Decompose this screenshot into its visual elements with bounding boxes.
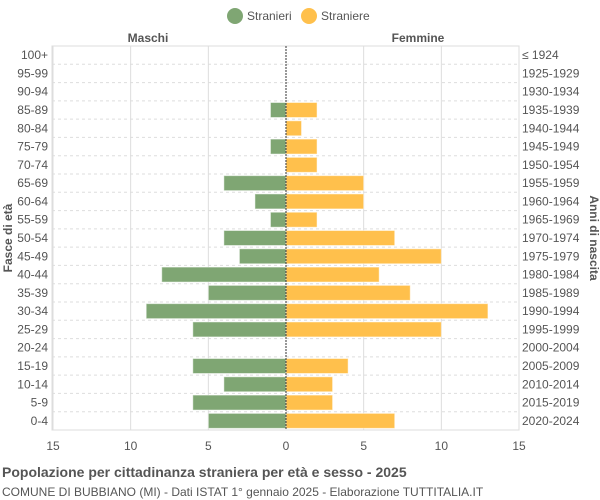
birth-year-label: 1935-1939: [522, 103, 580, 117]
x-tick-label: 10: [435, 439, 449, 453]
birth-year-label: 1995-1999: [522, 322, 580, 336]
age-group-label: 85-89: [17, 103, 48, 117]
bar-female-25-29: [285, 321, 442, 338]
legend-label-stranieri: Stranieri: [247, 9, 292, 23]
age-group-label: 50-54: [17, 231, 48, 245]
bar-female-50-54: [285, 230, 396, 246]
age-group-label: 25-29: [17, 322, 48, 336]
age-group-label: 70-74: [17, 158, 48, 172]
bar-male-0-4: [207, 412, 287, 429]
birth-year-label: 1965-1969: [522, 213, 580, 227]
age-group-label: 20-24: [17, 341, 48, 355]
birth-year-label: 2020-2024: [522, 414, 580, 428]
bar-male-35-39: [207, 284, 287, 301]
age-group-label: 95-99: [17, 66, 48, 80]
bar-female-80-84: [285, 120, 303, 137]
bar-female-30-34: [285, 303, 489, 320]
x-tick-label: 5: [205, 439, 212, 453]
birth-year-label: 2005-2009: [522, 359, 580, 373]
birth-year-label: 2010-2014: [522, 377, 580, 391]
bar-male-65-69: [223, 175, 287, 192]
bar-female-40-44: [285, 266, 380, 283]
bar-male-15-19: [192, 358, 287, 374]
birth-year-label: 1960-1964: [522, 194, 580, 208]
age-group-label: 0-4: [31, 414, 49, 428]
bar-female-15-19: [285, 358, 349, 374]
birth-year-label: 1950-1954: [522, 158, 580, 172]
birth-year-label: 2000-2004: [522, 341, 580, 355]
bar-male-60-64: [254, 193, 287, 210]
bar-male-10-14: [223, 376, 287, 393]
bar-female-10-14: [285, 376, 334, 393]
bar-female-85-89: [285, 102, 318, 118]
age-group-label: 90-94: [17, 85, 48, 99]
birth-year-label: 1980-1984: [522, 268, 580, 282]
bar-female-5-9: [285, 394, 334, 411]
bar-female-70-74: [285, 156, 318, 173]
legend-marker-straniere: [301, 8, 317, 24]
age-group-label: 65-69: [17, 176, 48, 190]
age-group-label: 75-79: [17, 140, 48, 154]
age-group-label: 40-44: [17, 268, 48, 282]
left-header: Maschi: [128, 31, 169, 45]
bar-female-55-59: [285, 211, 318, 228]
legend-marker-stranieri: [227, 8, 243, 24]
chart-subtitle: COMUNE DI BUBBIANO (MI) - Dati ISTAT 1° …: [2, 485, 484, 499]
age-group-label: 15-19: [17, 359, 48, 373]
y-axis-title-left: Fasce di età: [1, 203, 15, 272]
age-group-label: 35-39: [17, 286, 48, 300]
bar-female-0-4: [285, 412, 396, 429]
birth-year-label: 2015-2019: [522, 396, 580, 410]
birth-year-label: 1925-1929: [522, 66, 580, 80]
birth-year-label: 1970-1974: [522, 231, 580, 245]
legend-label-straniere: Straniere: [321, 9, 370, 23]
age-group-label: 55-59: [17, 213, 48, 227]
age-group-label: 45-49: [17, 249, 48, 263]
birth-year-label: 1985-1989: [522, 286, 580, 300]
age-group-label: 10-14: [17, 377, 48, 391]
right-header: Femmine: [392, 31, 445, 45]
age-group-label: 80-84: [17, 121, 48, 135]
x-tick-label: 15: [46, 439, 60, 453]
birth-year-label: 1945-1949: [522, 140, 580, 154]
bar-female-65-69: [285, 175, 365, 192]
bar-male-55-59: [269, 211, 287, 228]
x-tick-label: 0: [283, 439, 290, 453]
bar-male-75-79: [269, 138, 287, 155]
bar-male-25-29: [192, 321, 287, 338]
bar-male-30-34: [145, 303, 287, 320]
x-tick-label: 15: [512, 439, 526, 453]
bar-male-45-49: [238, 248, 287, 265]
birth-year-label: ≤ 1924: [522, 48, 559, 62]
bar-female-60-64: [285, 193, 365, 210]
age-group-label: 30-34: [17, 304, 48, 318]
x-tick-label: 5: [360, 439, 367, 453]
bar-female-35-39: [285, 284, 411, 301]
birth-year-label: 1940-1944: [522, 121, 580, 135]
y-axis-title-right: Anni di nascita: [587, 195, 600, 281]
bar-male-5-9: [192, 394, 287, 411]
birth-year-label: 1930-1934: [522, 85, 580, 99]
birth-year-label: 1990-1994: [522, 304, 580, 318]
age-group-label: 100+: [21, 48, 48, 62]
bar-male-50-54: [223, 230, 287, 246]
x-tick-label: 10: [124, 439, 138, 453]
bar-female-75-79: [285, 138, 318, 155]
bar-male-40-44: [161, 266, 287, 283]
bar-female-45-49: [285, 248, 442, 265]
chart-title: Popolazione per cittadinanza straniera p…: [2, 464, 407, 480]
bar-male-85-89: [269, 102, 287, 118]
age-group-label: 5-9: [31, 396, 49, 410]
birth-year-label: 1955-1959: [522, 176, 580, 190]
birth-year-label: 1975-1979: [522, 249, 580, 263]
age-group-label: 60-64: [17, 194, 48, 208]
